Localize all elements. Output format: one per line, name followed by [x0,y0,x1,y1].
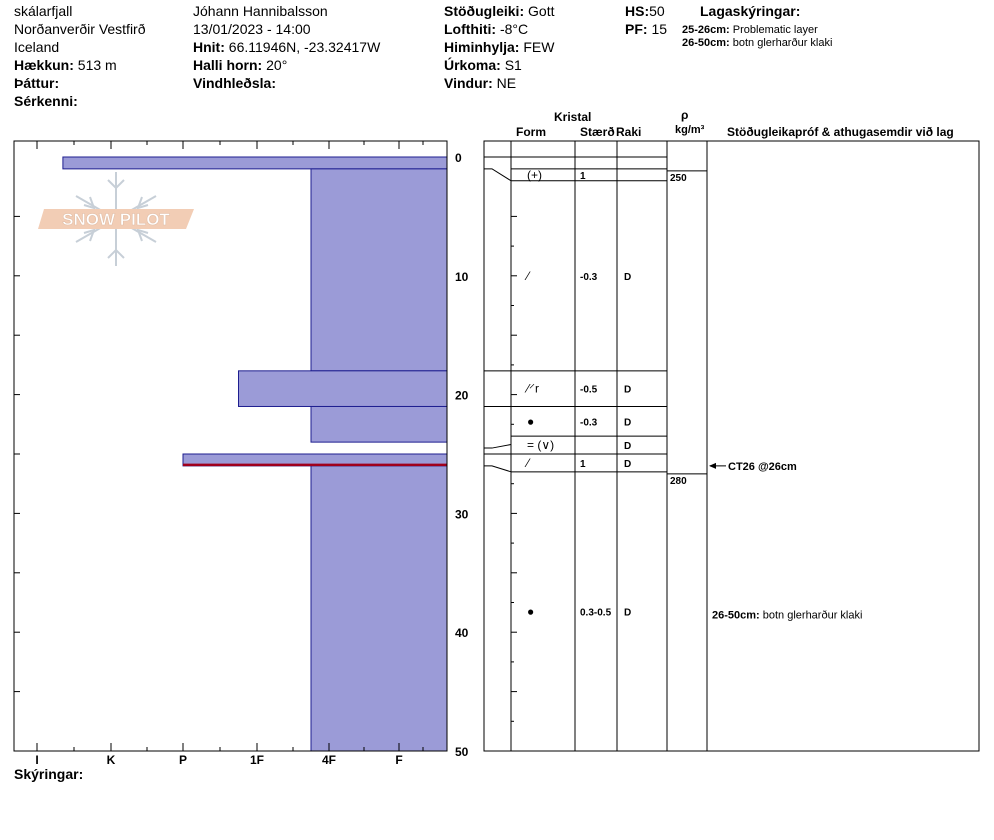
layer-wetness: D [624,607,631,618]
observer-name: Jóhann Hannibalsson [193,3,328,19]
hardness-bar [310,405,448,443]
layer-connector [484,168,512,182]
layer-comment: 26-50cm: botn glerharður klaki [712,609,862,621]
layer-table-border [483,140,980,752]
layer-grain-size: 1 [580,459,586,470]
precipitation: Úrkoma: S1 [444,57,522,73]
sky-cover: Himinhylja: FEW [444,39,555,55]
wind-loading-label: Vindhleðsla: [193,75,276,91]
hardness-bar [238,370,448,407]
depth-tick-label: 0 [455,151,462,165]
layer-note: 25-26cm: Problematic layer [682,24,818,36]
stability-test-label: CT26 @26cm [728,461,797,473]
depth-tick-label: 30 [455,507,469,521]
coordinates: Hnit: 66.11946N, -23.32417W [193,39,381,55]
layer-connector [484,444,512,449]
layer-grain-form: (+) [527,168,542,182]
hardness-tick-label: K [107,753,116,767]
wind: Vindur: NE [444,75,517,91]
hardness-bar [62,156,448,170]
layer-label: Þáttur: [14,75,60,91]
layer-grain-form: ⁄⸍r [524,382,539,396]
layer-connector [484,465,512,473]
observation-datetime: 13/01/2023 - 14:00 [193,21,311,37]
layer-grain-size: 0.3-0.5 [580,607,612,618]
layer-grain-form: ⁄ [524,456,531,470]
logo-text: SNOW PILOT [62,210,170,229]
penetration-foot: PF: 15 [625,21,668,37]
hardness-tick-label: P [179,753,187,767]
layer-grain-form: = (∨) [527,438,554,452]
air-temperature: Lofthiti: -8°C [444,21,529,37]
arrow-head-icon [709,462,716,469]
layer-grain-size: -0.5 [580,385,598,396]
col-size: Stærð [580,125,615,139]
col-stability-tests: Stöðugleikapróf & athugasemdir við lag [727,125,954,139]
density-value: 280 [670,476,687,487]
location-name: skálarfjall [14,3,73,19]
layer-grain-size: -0.3 [580,272,598,283]
logo-banner [38,209,194,229]
depth-tick-label: 50 [455,745,469,759]
layer-wetness: D [624,385,631,396]
col-kristal: Kristal [554,110,592,124]
layer-grain-size: 1 [580,171,586,182]
layer-table: (+) 1 ⁄ -0.3 D ⁄⸍r -0.5 D ● -0.3 D = (∨) D ⁄ 1 D ● 0.3-0.… [483,140,980,752]
hardness-tick-label: 4F [322,753,336,767]
hardness-tick-label: F [395,753,402,767]
layer-grain-form: ● [527,414,534,428]
elevation: Hækkun: 513 m [14,57,117,73]
snow-height: HS:50 [625,3,665,19]
layer-wetness: D [624,417,631,428]
country-name: Iceland [14,39,60,55]
hardness-tick-label: I [35,753,38,767]
col-density-symbol: ρ [681,108,689,122]
layer-wetness: D [624,441,631,452]
hardness-frame: I K P 1F 4F F [13,140,448,767]
hardness-bar [310,168,448,372]
hardness-tick-label: 1F [250,753,264,767]
slope-angle: Halli horn: 20° [193,57,288,73]
layer-wetness: D [624,272,631,283]
col-wetness: Raki [616,125,642,139]
hardness-frame-border [13,140,448,752]
features-label: Sérkenni: [14,93,78,109]
col-form: Form [516,125,546,139]
layer-notes-title: Lagaskýringar: [700,3,801,19]
depth-tick-label: 20 [455,389,469,403]
layer-grain-form: ● [527,604,534,618]
layer-grain-form: ⁄ [524,269,531,283]
hardness-layers [62,156,448,752]
hardness-bar [310,465,448,752]
region-name: Norðanverðir Vestfirð [14,21,146,37]
col-density-unit: kg/m³ [675,124,705,136]
layer-grain-size: -0.3 [580,417,598,428]
depth-axis: 0 10 20 30 40 50 [455,151,469,759]
layer-wetness: D [624,459,631,470]
snowpilot-logo: SNOW PILOT [38,172,194,266]
notes-label: Skýringar: [14,766,84,782]
density-value: 250 [670,173,687,184]
depth-tick-label: 40 [455,626,469,640]
layer-note: 26-50cm: botn glerharður klaki [682,37,833,49]
depth-tick-label: 10 [455,270,469,284]
stability: Stöðugleiki: Gott [444,3,555,19]
